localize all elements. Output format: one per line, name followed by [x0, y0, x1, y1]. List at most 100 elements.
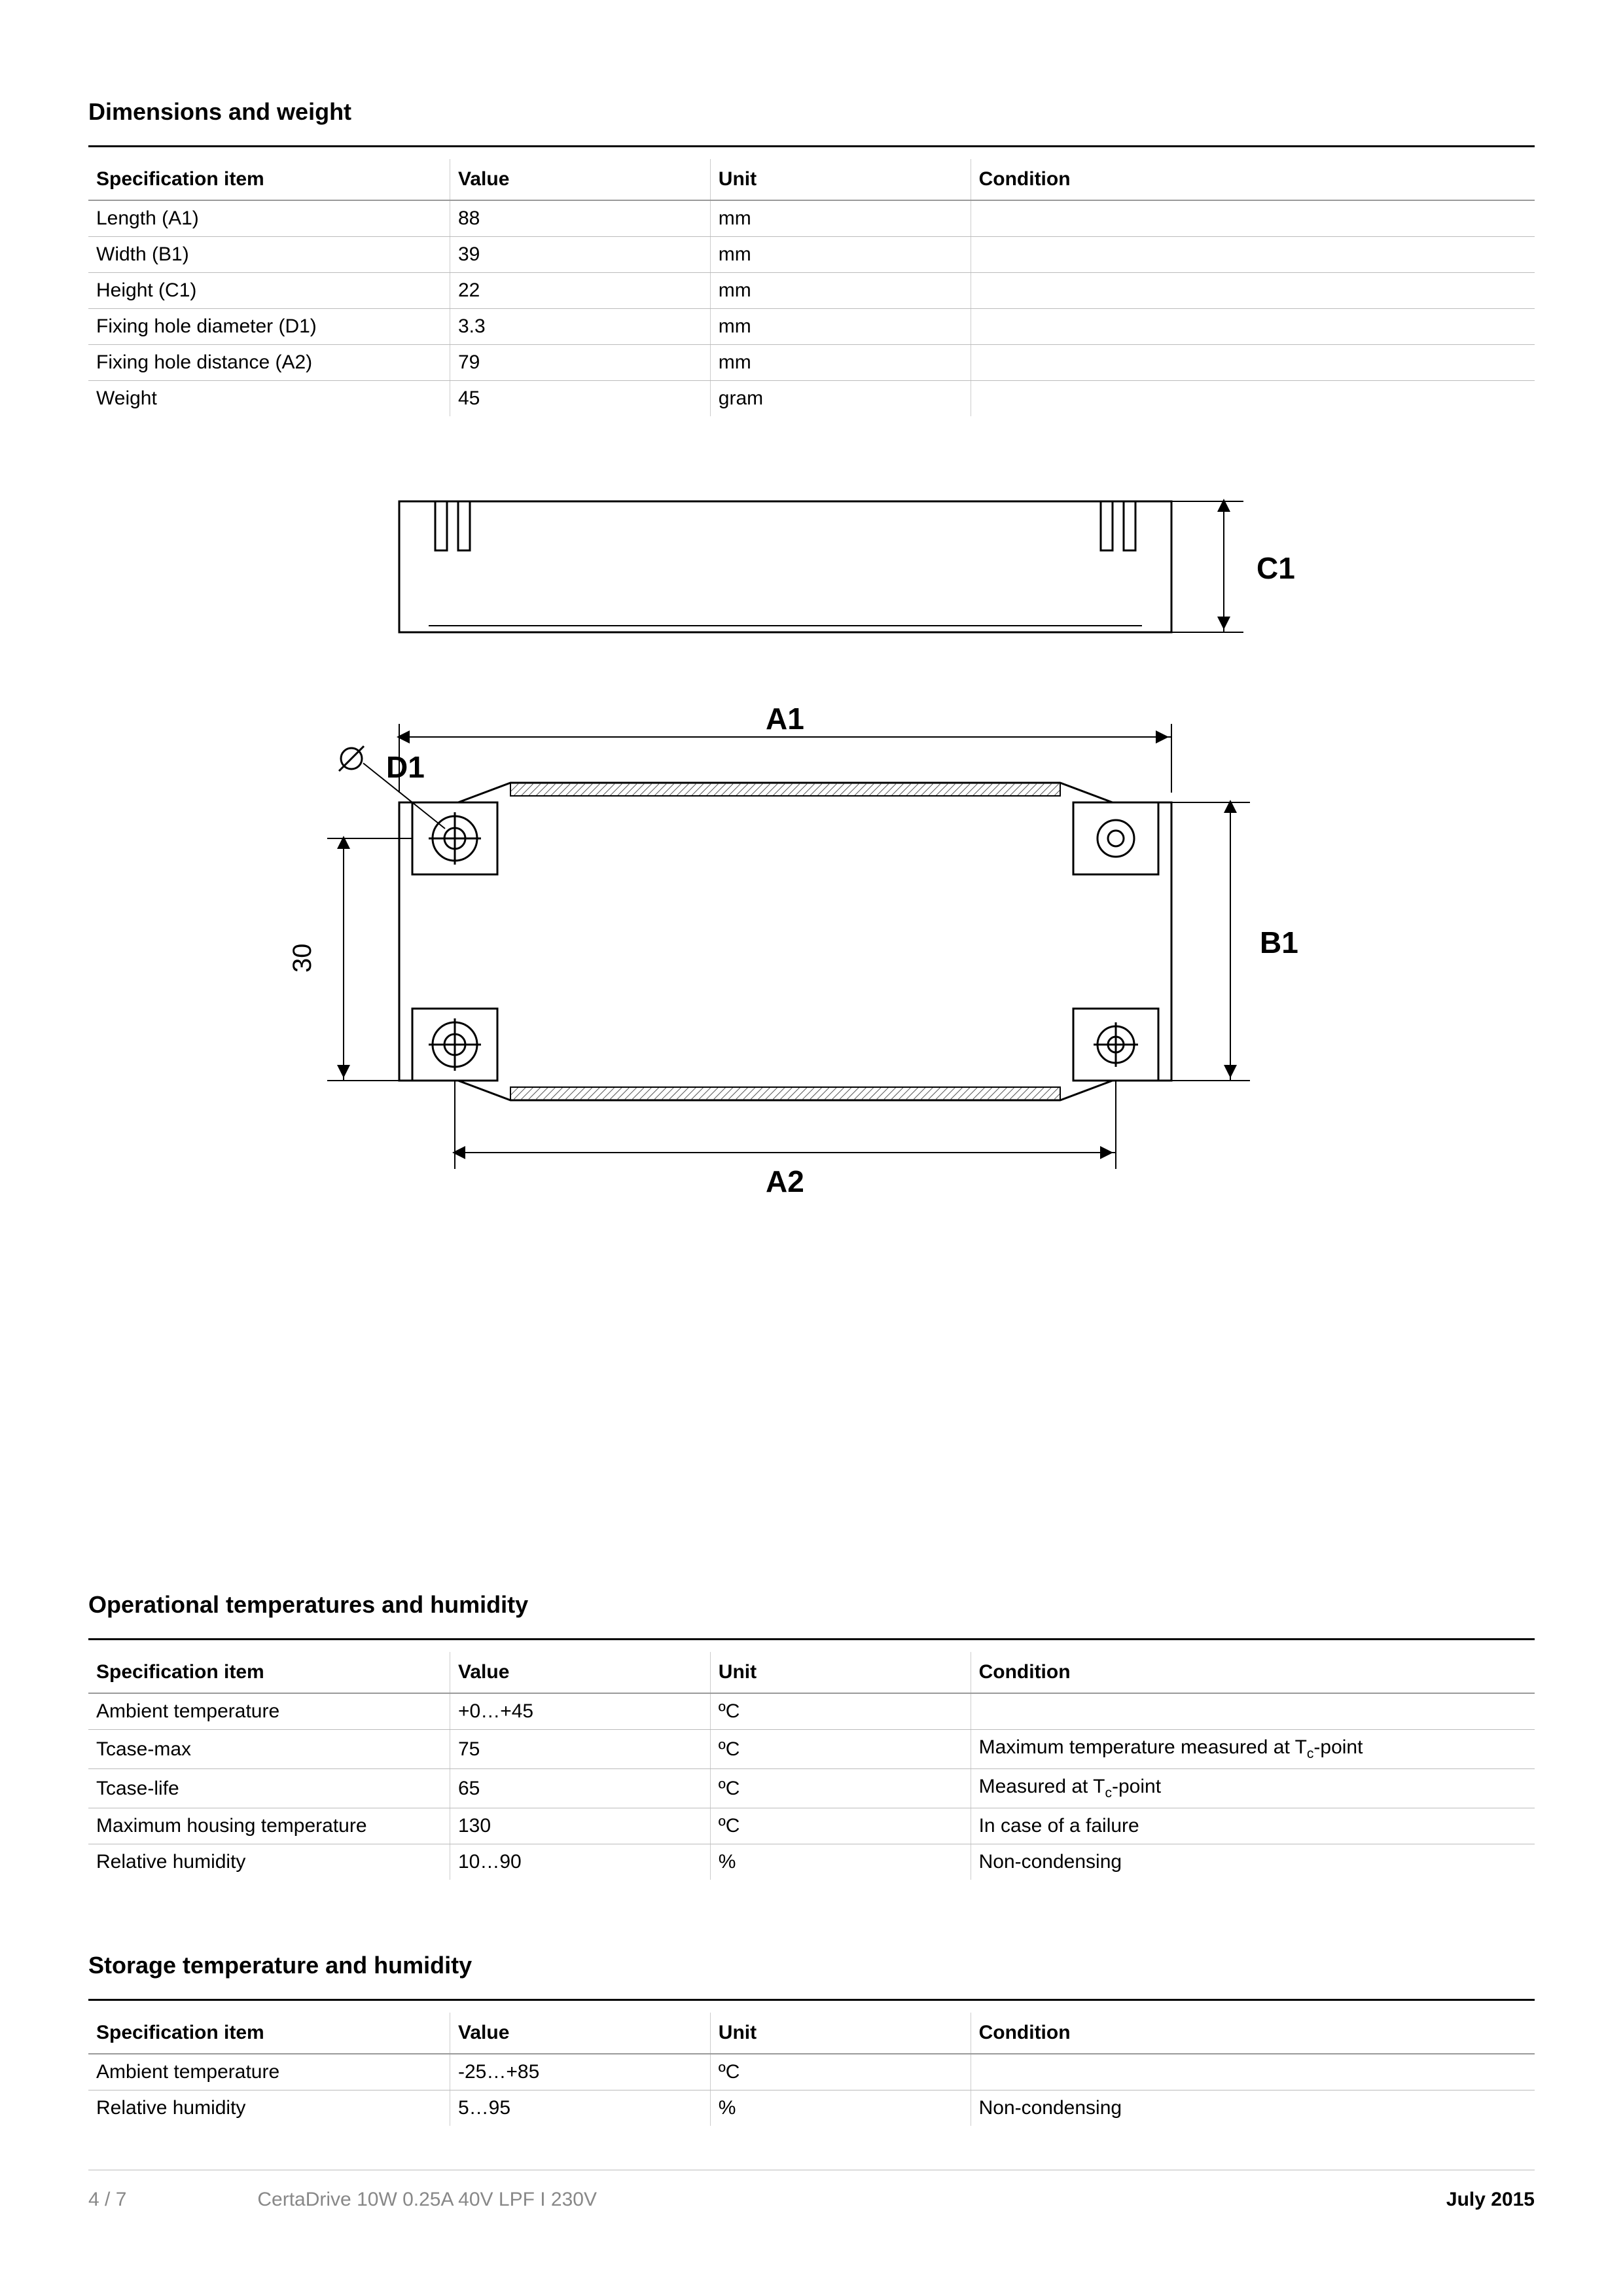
section-title-dimensions: Dimensions and weight: [88, 98, 1535, 126]
page-footer: 4 / 7 CertaDrive 10W 0.25A 40V LPF I 230…: [88, 2170, 1535, 2211]
table-row: Tcase-life65ºCMeasured at Tc-point: [88, 1769, 1535, 1808]
section-title-storage: Storage temperature and humidity: [88, 1952, 1535, 1979]
cell: Relative humidity: [88, 1844, 450, 1880]
table-row: Fixing hole diameter (D1)3.3mm: [88, 309, 1535, 345]
cell: [971, 309, 1535, 345]
cell: [971, 2054, 1535, 2090]
cell: Fixing hole diameter (D1): [88, 309, 450, 345]
col-header: Value: [450, 1652, 711, 1693]
cell: [971, 200, 1535, 237]
label-c1: C1: [1257, 551, 1295, 585]
cell: Ambient temperature: [88, 1693, 450, 1730]
footer-doc-title: CertaDrive 10W 0.25A 40V LPF I 230V: [126, 2189, 1446, 2211]
col-header: Unit: [710, 1652, 971, 1693]
cell: [971, 345, 1535, 381]
table-row: Tcase-max75ºCMaximum temperature measure…: [88, 1730, 1535, 1769]
col-header: Specification item: [88, 159, 450, 200]
section-rule: [88, 1999, 1535, 2001]
cell: 130: [450, 1808, 711, 1844]
cell: ºC: [710, 1808, 971, 1844]
cell: %: [710, 2090, 971, 2126]
footer-date: July 2015: [1446, 2189, 1535, 2211]
cell: %: [710, 1844, 971, 1880]
cell: Tcase-max: [88, 1730, 450, 1769]
table-row: Fixing hole distance (A2)79mm: [88, 345, 1535, 381]
section-title-operational: Operational temperatures and humidity: [88, 1591, 1535, 1619]
cell: [971, 381, 1535, 417]
label-a2: A2: [766, 1164, 804, 1198]
cell: -25…+85: [450, 2054, 711, 2090]
cell: Height (C1): [88, 273, 450, 309]
label-30: 30: [288, 944, 317, 973]
cell: 5…95: [450, 2090, 711, 2126]
col-header: Condition: [971, 159, 1535, 200]
cell: 22: [450, 273, 711, 309]
technical-drawing: C1 A1: [88, 475, 1535, 1329]
cell: Fixing hole distance (A2): [88, 345, 450, 381]
col-header: Unit: [710, 159, 971, 200]
table-row: Length (A1)88mm: [88, 200, 1535, 237]
cell: Ambient temperature: [88, 2054, 450, 2090]
cell: gram: [710, 381, 971, 417]
col-header: Specification item: [88, 2013, 450, 2054]
cell: mm: [710, 237, 971, 273]
cell: [971, 1693, 1535, 1730]
cell: Measured at Tc-point: [971, 1769, 1535, 1808]
cell: 10…90: [450, 1844, 711, 1880]
table-row: Width (B1)39mm: [88, 237, 1535, 273]
cell: 39: [450, 237, 711, 273]
cell: ºC: [710, 1693, 971, 1730]
table-row: Ambient temperature+0…+45ºC: [88, 1693, 1535, 1730]
col-header: Value: [450, 159, 711, 200]
operational-table: Specification item Value Unit Condition …: [88, 1652, 1535, 1880]
cell: Maximum housing temperature: [88, 1808, 450, 1844]
table-header-row: Specification item Value Unit Condition: [88, 159, 1535, 200]
cell: ºC: [710, 1769, 971, 1808]
table-row: Height (C1)22mm: [88, 273, 1535, 309]
storage-table: Specification item Value Unit Condition …: [88, 2013, 1535, 2126]
cell: 65: [450, 1769, 711, 1808]
col-header: Unit: [710, 2013, 971, 2054]
label-a1: A1: [766, 702, 804, 736]
table-row: Maximum housing temperature130ºCIn case …: [88, 1808, 1535, 1844]
cell: +0…+45: [450, 1693, 711, 1730]
col-header: Value: [450, 2013, 711, 2054]
cell: [971, 237, 1535, 273]
dimensions-table: Specification item Value Unit Condition …: [88, 159, 1535, 416]
col-header: Condition: [971, 2013, 1535, 2054]
label-b1: B1: [1260, 925, 1298, 960]
cell: ºC: [710, 2054, 971, 2090]
table-row: Relative humidity5…95%Non-condensing: [88, 2090, 1535, 2126]
table-header-row: Specification item Value Unit Condition: [88, 1652, 1535, 1693]
col-header: Specification item: [88, 1652, 450, 1693]
cell: Weight: [88, 381, 450, 417]
cell: ºC: [710, 1730, 971, 1769]
col-header: Condition: [971, 1652, 1535, 1693]
cell: Non-condensing: [971, 1844, 1535, 1880]
cell: 88: [450, 200, 711, 237]
cell: [971, 273, 1535, 309]
cell: Tcase-life: [88, 1769, 450, 1808]
cell: Non-condensing: [971, 2090, 1535, 2126]
section-rule: [88, 1638, 1535, 1640]
cell: mm: [710, 309, 971, 345]
cell: mm: [710, 200, 971, 237]
cell: Width (B1): [88, 237, 450, 273]
cell: 79: [450, 345, 711, 381]
label-d1: D1: [386, 750, 425, 784]
cell: Length (A1): [88, 200, 450, 237]
table-header-row: Specification item Value Unit Condition: [88, 2013, 1535, 2054]
cell: 45: [450, 381, 711, 417]
footer-page: 4 / 7: [88, 2189, 126, 2211]
table-row: Relative humidity10…90%Non-condensing: [88, 1844, 1535, 1880]
cell: Relative humidity: [88, 2090, 450, 2126]
cell: 75: [450, 1730, 711, 1769]
drawing-svg: C1 A1: [255, 475, 1368, 1326]
cell: mm: [710, 345, 971, 381]
cell: mm: [710, 273, 971, 309]
cell: 3.3: [450, 309, 711, 345]
table-row: Weight45gram: [88, 381, 1535, 417]
cell: In case of a failure: [971, 1808, 1535, 1844]
table-row: Ambient temperature-25…+85ºC: [88, 2054, 1535, 2090]
cell: Maximum temperature measured at Tc-point: [971, 1730, 1535, 1769]
